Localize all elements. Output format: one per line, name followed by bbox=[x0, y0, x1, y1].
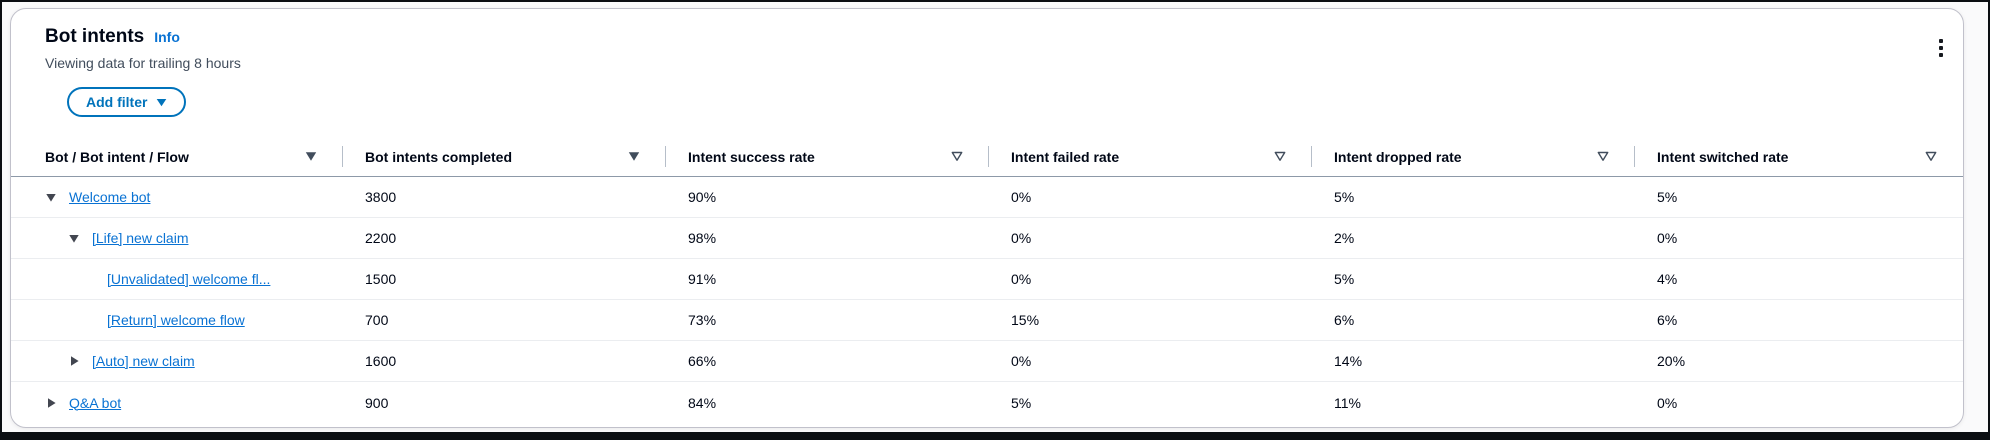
cell-intent-failed-rate: 0% bbox=[1011, 189, 1032, 205]
column-header-label: Intent success rate bbox=[688, 148, 815, 165]
cell-bot-intents-completed: 1600 bbox=[365, 353, 397, 369]
column-header-label: Intent failed rate bbox=[1011, 148, 1120, 165]
cell-intent-failed-rate: 15% bbox=[1011, 312, 1040, 328]
page-title: Bot intents bbox=[45, 26, 145, 47]
cell-intent-dropped-rate: 6% bbox=[1334, 312, 1355, 328]
column-header-label: Intent dropped rate bbox=[1334, 148, 1462, 165]
cell-intent-switched-rate: 0% bbox=[1657, 230, 1678, 246]
column-header-bot-intents-completed[interactable]: Bot intents completed bbox=[343, 137, 666, 176]
info-link[interactable]: Info bbox=[154, 29, 180, 45]
table-row: [Life] new claim 2200 98% 0% 2% 0% bbox=[11, 218, 1963, 259]
bot-intent-link[interactable]: Q&A bot bbox=[69, 394, 122, 411]
column-header-label: Bot / Bot intent / Flow bbox=[45, 148, 189, 165]
column-header-label: Bot intents completed bbox=[365, 148, 513, 165]
column-header-intent-switched-rate[interactable]: Intent switched rate bbox=[1635, 137, 1963, 176]
table-header-row: Bot / Bot intent / Flow Bot intents compl… bbox=[11, 137, 1963, 177]
bot-intent-link[interactable]: [Auto] new claim bbox=[92, 353, 195, 369]
bot-intents-table: Bot / Bot intent / Flow Bot intents compl… bbox=[11, 137, 1963, 423]
cell-intent-failed-rate: 0% bbox=[1011, 271, 1032, 287]
cell-intent-dropped-rate: 5% bbox=[1334, 189, 1355, 205]
column-header-intent-failed-rate[interactable]: Intent failed rate bbox=[989, 137, 1312, 176]
column-filter-icon-filled[interactable] bbox=[626, 149, 642, 164]
cell-intent-success-rate: 91% bbox=[688, 271, 717, 287]
cell-intent-switched-rate: 0% bbox=[1657, 394, 1678, 411]
cell-intent-success-rate: 90% bbox=[688, 189, 717, 205]
cell-intent-switched-rate: 4% bbox=[1657, 271, 1678, 287]
bot-intent-cell: Welcome bot bbox=[11, 189, 343, 205]
column-filter-icon-outline[interactable] bbox=[1923, 149, 1939, 164]
table-row: [Auto] new claim 1600 66% 0% 14% 20% bbox=[11, 341, 1963, 382]
bot-intent-cell: [Return] welcome flow bbox=[11, 312, 343, 328]
table-row: Welcome bot 3800 90% 0% 5% 5% bbox=[11, 177, 1963, 218]
cell-intent-dropped-rate: 14% bbox=[1334, 353, 1363, 369]
add-filter-button[interactable]: Add filter bbox=[67, 87, 187, 117]
bot-intent-cell: Q&A bot bbox=[11, 395, 343, 411]
panel-header: Bot intents Info Viewing data for traili… bbox=[11, 25, 1963, 117]
caret-down-icon[interactable] bbox=[45, 191, 61, 203]
bot-intent-cell: [Auto] new claim bbox=[11, 353, 343, 369]
bot-intent-link[interactable]: [Unvalidated] welcome fl... bbox=[107, 271, 271, 287]
caret-down-icon[interactable] bbox=[68, 232, 84, 244]
cell-bot-intents-completed: 900 bbox=[365, 394, 389, 411]
table-row: Q&A bot 900 84% 5% 11% 0% bbox=[11, 382, 1963, 423]
vertical-ellipsis-icon bbox=[1939, 39, 1943, 57]
column-filter-icon-outline[interactable] bbox=[1272, 149, 1288, 164]
column-header-bot-bot-intent-flow[interactable]: Bot / Bot intent / Flow bbox=[11, 137, 343, 176]
caret-right-icon[interactable] bbox=[68, 355, 84, 367]
cell-intent-switched-rate: 20% bbox=[1657, 353, 1686, 369]
cell-intent-success-rate: 98% bbox=[688, 230, 717, 246]
bot-intents-panel: Bot intents Info Viewing data for traili… bbox=[10, 8, 1964, 428]
bot-intent-cell: [Unvalidated] welcome fl... bbox=[11, 271, 343, 287]
cell-intent-dropped-rate: 5% bbox=[1334, 271, 1355, 287]
cell-bot-intents-completed: 1500 bbox=[365, 271, 397, 287]
caret-down-icon bbox=[156, 98, 167, 107]
bot-intent-cell: [Life] new claim bbox=[11, 230, 343, 246]
cell-bot-intents-completed: 3800 bbox=[365, 189, 397, 205]
column-header-intent-dropped-rate[interactable]: Intent dropped rate bbox=[1312, 137, 1635, 176]
cell-intent-dropped-rate: 2% bbox=[1334, 230, 1355, 246]
kebab-menu-button[interactable] bbox=[1935, 35, 1947, 61]
column-filter-icon-outline[interactable] bbox=[949, 149, 965, 164]
cell-intent-failed-rate: 5% bbox=[1011, 394, 1032, 411]
caret-right-icon[interactable] bbox=[45, 397, 61, 409]
cell-intent-switched-rate: 6% bbox=[1657, 312, 1678, 328]
column-header-intent-success-rate[interactable]: Intent success rate bbox=[666, 137, 989, 176]
panel-subtitle: Viewing data for trailing 8 hours bbox=[45, 55, 241, 71]
cell-intent-switched-rate: 5% bbox=[1657, 189, 1678, 205]
cell-intent-success-rate: 66% bbox=[688, 353, 717, 369]
column-filter-icon-outline[interactable] bbox=[1595, 149, 1611, 164]
bot-intent-link[interactable]: [Return] welcome flow bbox=[107, 312, 245, 328]
table-body: Welcome bot 3800 90% 0% 5% 5% [Life] new claim… bbox=[11, 177, 1963, 423]
column-header-label: Intent switched rate bbox=[1657, 148, 1789, 165]
cell-intent-dropped-rate: 11% bbox=[1334, 394, 1361, 411]
table-row: [Return] welcome flow 700 73% 15% 6% 6% bbox=[11, 300, 1963, 341]
add-filter-label: Add filter bbox=[86, 94, 148, 110]
cell-bot-intents-completed: 700 bbox=[365, 312, 389, 328]
cell-intent-success-rate: 73% bbox=[688, 312, 717, 328]
cell-intent-success-rate: 84% bbox=[688, 394, 717, 411]
cell-intent-failed-rate: 0% bbox=[1011, 230, 1032, 246]
bot-intent-link[interactable]: [Life] new claim bbox=[92, 230, 189, 246]
bot-intent-link[interactable]: Welcome bot bbox=[69, 189, 151, 205]
table-row: [Unvalidated] welcome fl... 1500 91% 0% 5% 4% bbox=[11, 259, 1963, 300]
column-filter-icon-filled[interactable] bbox=[303, 149, 319, 164]
cell-bot-intents-completed: 2200 bbox=[365, 230, 397, 246]
cell-intent-failed-rate: 0% bbox=[1011, 353, 1032, 369]
